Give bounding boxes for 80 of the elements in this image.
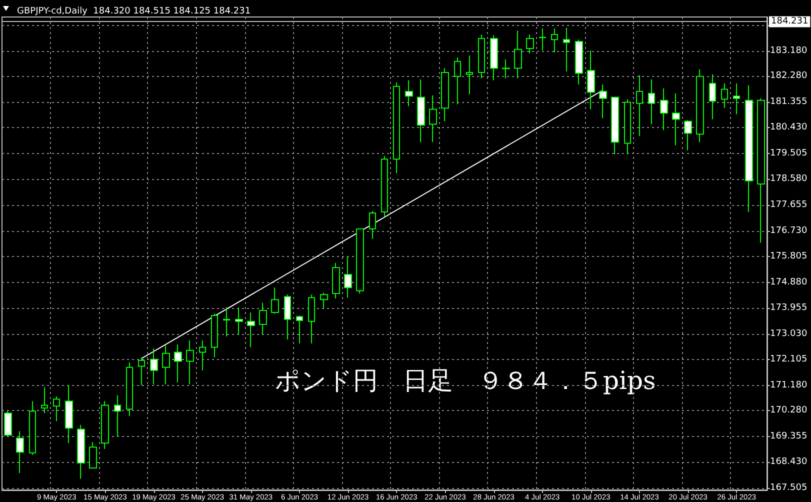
candlestick	[417, 78, 425, 143]
candlestick	[672, 92, 680, 146]
candlestick	[636, 74, 643, 137]
candlestick	[4, 410, 12, 438]
candlestick	[320, 292, 328, 310]
candlestick	[709, 74, 716, 120]
ref-line-label: 184.231	[771, 16, 808, 27]
candlestick	[101, 400, 109, 450]
y-tick-label: 180.430	[770, 122, 808, 133]
candlestick	[611, 96, 619, 155]
y-tick-label: 182.280	[770, 71, 808, 82]
y-tick-label: 168.430	[770, 457, 808, 468]
candlestick	[126, 362, 133, 417]
candlestick	[539, 28, 546, 51]
y-tick-label: 169.355	[770, 431, 808, 442]
candlestick	[563, 27, 570, 72]
candlestick	[235, 306, 243, 335]
candlestick	[271, 287, 279, 314]
candlestick	[186, 340, 194, 385]
candlestick	[624, 98, 631, 155]
candlestick	[174, 344, 182, 383]
y-tick-label: 173.030	[770, 328, 808, 339]
candlestick	[356, 228, 364, 294]
candlestick	[721, 82, 728, 109]
y-tick-label: 170.280	[770, 406, 808, 416]
candlestick	[441, 68, 449, 122]
candlestick	[308, 294, 315, 344]
candlestick	[211, 313, 218, 358]
candlestick	[53, 396, 60, 422]
candlestick	[29, 400, 36, 456]
y-tick-label: 181.355	[770, 96, 808, 107]
candlestick	[16, 430, 24, 474]
candlestick	[381, 156, 388, 218]
candlestick	[393, 82, 400, 174]
candlestick	[344, 256, 352, 298]
candlestick	[89, 442, 97, 468]
candlestick	[660, 88, 668, 131]
y-tick-label: 171.180	[770, 380, 808, 390]
candlestick	[284, 294, 291, 340]
candlestick	[757, 98, 765, 244]
y-tick-label: 173.955	[770, 303, 808, 314]
candlestick	[41, 386, 48, 414]
candlestick	[199, 340, 206, 371]
candlestick	[478, 34, 485, 79]
candlestick	[65, 384, 73, 444]
candlestick	[247, 312, 255, 348]
y-tick-label: 172.105	[770, 354, 808, 365]
candlestick	[405, 80, 413, 107]
y-tick-label: 178.580	[770, 174, 808, 184]
candlestick	[429, 94, 437, 143]
candlestick	[490, 34, 498, 81]
candlestick	[454, 56, 461, 105]
candlestick	[575, 39, 583, 85]
chart-title: GBPJPY-cd,Daily 184.320 184.515 184.125 184.231	[17, 6, 251, 16]
candlestick	[466, 54, 473, 95]
candlestick	[369, 210, 376, 240]
y-tick-label: 183.180	[770, 46, 808, 56]
candlestick	[514, 30, 522, 79]
candlestick	[259, 302, 267, 335]
candlestick	[77, 424, 85, 480]
candlestick	[114, 394, 121, 437]
candlestick	[526, 34, 534, 54]
candlestick	[684, 120, 692, 151]
candlestick	[296, 315, 303, 344]
y-tick-label: 177.655	[770, 200, 808, 210]
candlestick	[733, 82, 740, 115]
y-tick-label: 174.880	[770, 277, 808, 288]
candlestick	[223, 306, 230, 337]
candlestick	[551, 28, 558, 53]
y-tick-label: 175.805	[770, 252, 808, 262]
candlestick	[502, 58, 510, 79]
y-tick-label: 176.730	[770, 226, 808, 236]
candlestick	[138, 356, 145, 386]
y-tick-label: 179.505	[770, 148, 808, 158]
candlestick	[745, 84, 753, 212]
candlestick	[696, 68, 704, 143]
y-tick-label: 167.505	[770, 482, 808, 493]
candlestick	[162, 344, 170, 385]
candlestick	[332, 262, 340, 300]
candlestick	[648, 78, 655, 125]
